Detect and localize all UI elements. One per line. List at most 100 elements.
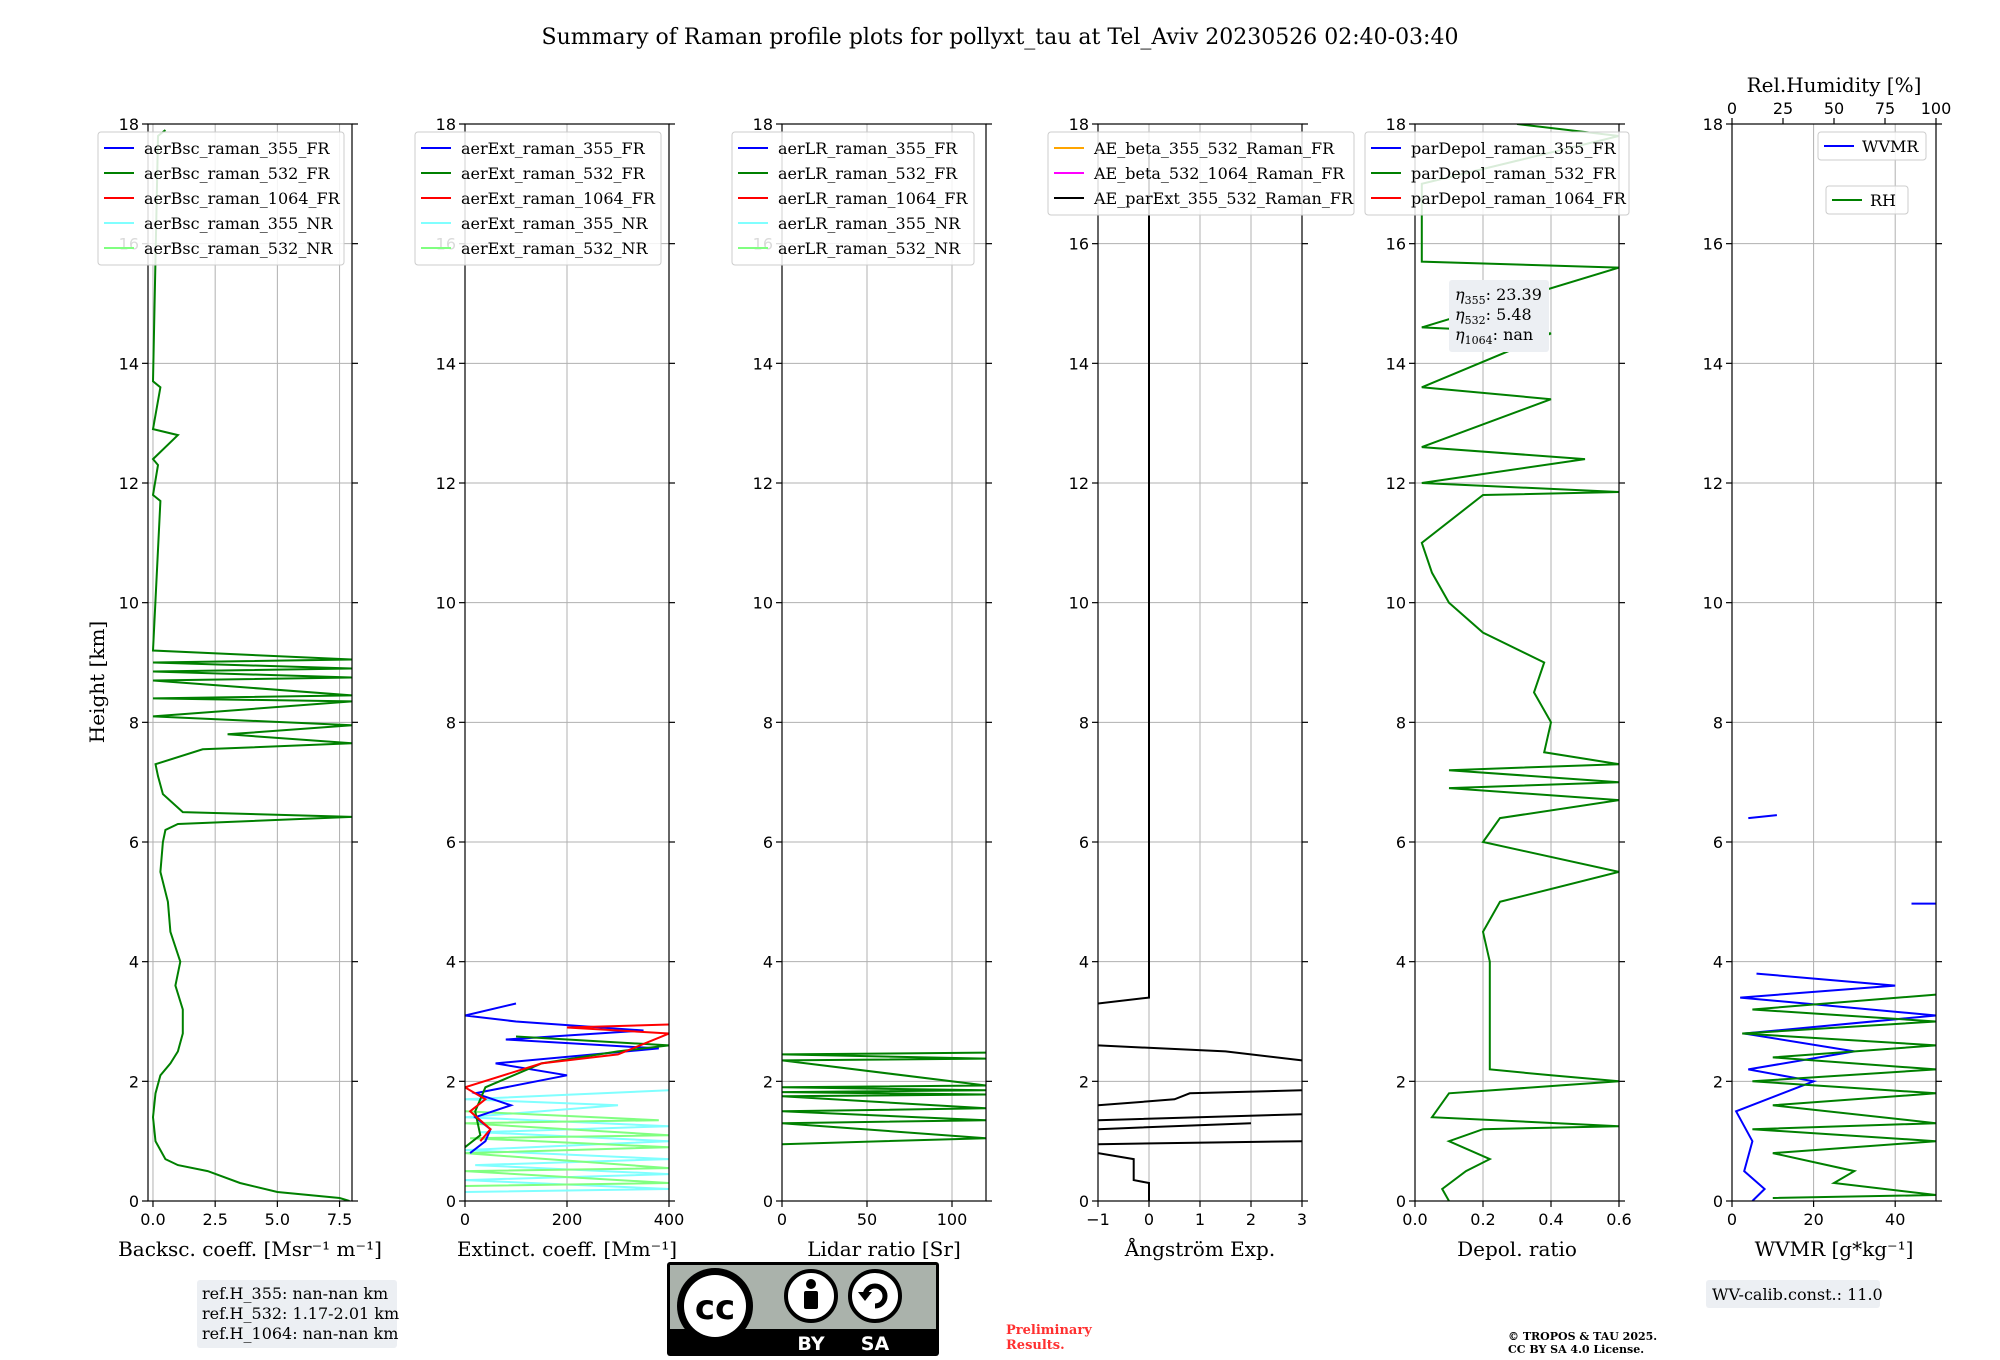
y-tick-label: 12 bbox=[753, 474, 773, 493]
series-group bbox=[1734, 814, 1936, 1201]
legend-label: aerExt_raman_355_FR bbox=[461, 139, 646, 158]
y-tick-label: 2 bbox=[129, 1072, 139, 1091]
preliminary-line1: Preliminary bbox=[1006, 1323, 1092, 1338]
x-tick-label: 200 bbox=[552, 1210, 583, 1229]
x-tick-label: 40 bbox=[1885, 1210, 1905, 1229]
y-tick-label: 16 bbox=[1386, 235, 1406, 254]
axes-frame bbox=[147, 123, 353, 1202]
legend: parDepol_raman_355_FR parDepol_raman_532_… bbox=[1364, 131, 1630, 216]
y-tick-label: 18 bbox=[753, 115, 773, 134]
y-tick-label: 10 bbox=[119, 594, 139, 613]
y-tick-label: 2 bbox=[1079, 1072, 1089, 1091]
legend-label: parDepol_raman_532_FR bbox=[1411, 164, 1617, 183]
top-x-tick-label: 50 bbox=[1824, 99, 1844, 118]
x-tick-label: 0.0 bbox=[1402, 1210, 1427, 1229]
badge-by-label: BY bbox=[797, 1333, 824, 1355]
y-tick-label: 4 bbox=[1396, 953, 1406, 972]
legend-frame bbox=[414, 131, 662, 266]
legend-label: aerLR_raman_355_NR bbox=[778, 214, 961, 233]
y-tick-label: 6 bbox=[1713, 833, 1723, 852]
ref-height-1064: ref.H_1064: nan-nan km bbox=[202, 1324, 398, 1343]
legend-label: parDepol_raman_355_FR bbox=[1411, 139, 1617, 158]
legend-label: aerExt_raman_1064_FR bbox=[461, 189, 656, 208]
y-tick-label: 6 bbox=[1396, 833, 1406, 852]
y-tick-label: 8 bbox=[129, 713, 139, 732]
y-tick-label: 14 bbox=[1386, 354, 1406, 373]
preliminary-line2: Results. bbox=[1006, 1338, 1065, 1353]
y-tick-label: 12 bbox=[119, 474, 139, 493]
wv-calib-box: WV-calib.const.: 11.0 bbox=[1706, 1280, 1883, 1308]
x-axis-label: Backsc. coeff. [Msr⁻¹ m⁻¹] bbox=[118, 1237, 382, 1261]
copyright-line1: © TROPOS & TAU 2025. bbox=[1508, 1330, 1657, 1343]
y-tick-label: 18 bbox=[1703, 115, 1723, 134]
x-tick-label: 100 bbox=[937, 1210, 968, 1229]
legend-label: AE_beta_355_532_Raman_FR bbox=[1093, 139, 1335, 158]
y-tick-label: 2 bbox=[446, 1072, 456, 1091]
legend-frame bbox=[1817, 131, 1927, 161]
y-tick-label: 16 bbox=[1069, 235, 1089, 254]
legend-label: WVMR bbox=[1862, 137, 1919, 156]
x-tick-label: 50 bbox=[857, 1210, 877, 1229]
legend-label: RH bbox=[1870, 191, 1896, 210]
y-tick-label: 6 bbox=[129, 833, 139, 852]
panel-depolarization: 0 2 4 6 8 10 12 14 16 18 0.0 0.2 0.4 0.6 Depol. ratio p… bbox=[1364, 115, 1632, 1261]
y-tick-label: 6 bbox=[446, 833, 456, 852]
series-line-AE_parExt_355_532_Raman_FR bbox=[1098, 153, 1302, 1201]
legend-label: aerExt_raman_532_FR bbox=[461, 164, 646, 183]
y-tick-label: 4 bbox=[763, 953, 773, 972]
series-group bbox=[1420, 124, 1619, 1201]
y-tick-label: 12 bbox=[1703, 474, 1723, 493]
y-tick-label: 10 bbox=[753, 594, 773, 613]
top-x-axis-label: Rel.Humidity [%] bbox=[1747, 73, 1922, 97]
y-tick-label: 8 bbox=[1079, 713, 1089, 732]
eta-subscript: 1064 bbox=[1465, 334, 1493, 347]
eta-line: η355: 23.39 bbox=[1455, 285, 1542, 307]
wv-calib-text: WV-calib.const.: 11.0 bbox=[1712, 1285, 1883, 1304]
legend-label: aerLR_raman_532_FR bbox=[778, 164, 958, 183]
x-tick-label: 20 bbox=[1803, 1210, 1823, 1229]
series-line-aerExt_raman_355_NR bbox=[465, 1089, 669, 1193]
badge-sa-label: SA bbox=[861, 1333, 890, 1355]
y-tick-label: 4 bbox=[1079, 953, 1089, 972]
y-tick-label: 8 bbox=[1396, 713, 1406, 732]
legend: AE_beta_355_532_Raman_FR AE_beta_532_1064… bbox=[1047, 131, 1355, 216]
x-tick-label: 1 bbox=[1195, 1210, 1205, 1229]
y-tick-label: 18 bbox=[436, 115, 456, 134]
x-tick-label: 400 bbox=[654, 1210, 685, 1229]
y-tick-label: 0 bbox=[763, 1192, 773, 1211]
x-tick-label: −1 bbox=[1086, 1210, 1110, 1229]
x-axis-label: Lidar ratio [Sr] bbox=[807, 1237, 961, 1261]
legend-label: parDepol_raman_1064_FR bbox=[1411, 189, 1627, 208]
y-tick-label: 8 bbox=[763, 713, 773, 732]
eta-line: η1064: nan bbox=[1455, 325, 1533, 347]
eta-subscript: 532 bbox=[1465, 314, 1486, 327]
legend-label: aerBsc_raman_355_FR bbox=[144, 139, 330, 158]
y-tick-label: 14 bbox=[436, 354, 456, 373]
y-tick-label: 2 bbox=[1713, 1072, 1723, 1091]
series-group bbox=[1098, 153, 1302, 1201]
series-line-aerExt_raman_532_NR bbox=[465, 1110, 669, 1187]
y-tick-label: 18 bbox=[119, 115, 139, 134]
legend-label: aerBsc_raman_1064_FR bbox=[144, 189, 341, 208]
top-x-tick-label: 0 bbox=[1727, 99, 1737, 118]
legend-label: AE_parExt_355_532_Raman_FR bbox=[1093, 189, 1354, 208]
y-tick-label: 12 bbox=[436, 474, 456, 493]
height-axis-label: Height [km] bbox=[85, 621, 109, 743]
x-tick-label: 7.5 bbox=[327, 1210, 352, 1229]
legend-frame bbox=[1825, 185, 1909, 215]
y-tick-label: 4 bbox=[446, 953, 456, 972]
x-tick-label: 2 bbox=[1246, 1210, 1256, 1229]
eta-value: : nan bbox=[1493, 325, 1534, 344]
y-tick-label: 2 bbox=[1396, 1072, 1406, 1091]
y-tick-label: 8 bbox=[1713, 713, 1723, 732]
ref-height-box: ref.H_355: nan-nan km ref.H_532: 1.17-2.… bbox=[197, 1280, 399, 1348]
legend-label: aerBsc_raman_532_FR bbox=[144, 164, 330, 183]
eta-symbol: η bbox=[1455, 325, 1465, 344]
legend-label: aerBsc_raman_355_NR bbox=[144, 214, 333, 233]
legend: aerBsc_raman_355_FR aerBsc_raman_532_FRae… bbox=[97, 131, 345, 266]
y-tick-label: 10 bbox=[436, 594, 456, 613]
